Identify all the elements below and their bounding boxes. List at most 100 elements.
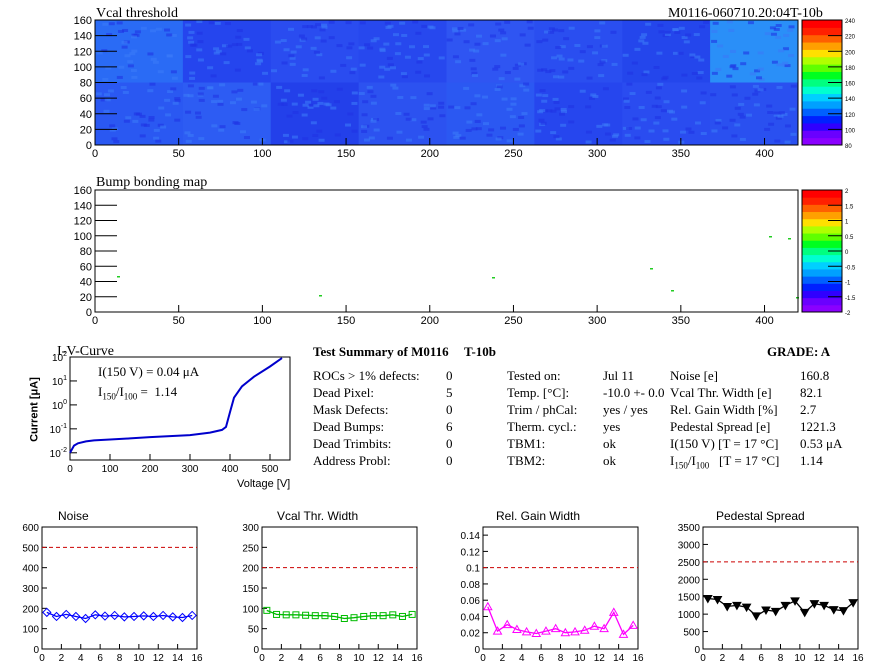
pedestal-plot-x-tick-label: 6 [758,653,764,664]
pixel-texture [691,72,698,76]
pixel-texture [510,102,517,106]
pixel-texture [197,58,204,62]
pixel-texture [568,120,575,124]
pixel-texture [469,58,476,62]
vcal-plot-x-tick-label: 10 [353,653,365,664]
pixel-texture [672,51,679,55]
pixel-texture [392,33,399,37]
pixel-texture [302,137,309,141]
pixel-texture [133,33,140,37]
pixel-texture [189,71,196,75]
pixel-texture [129,52,136,56]
pixel-texture [740,62,747,66]
pedestal-plot-point [780,601,791,611]
pixel-texture [222,44,229,48]
map1-y-tick-label: 160 [74,15,92,27]
map2-x-tick-label: 0 [92,315,98,327]
pixel-texture [747,21,754,25]
pixel-texture [350,67,357,71]
pixel-texture [121,40,128,44]
pixel-texture [554,107,561,111]
pixel-texture [213,51,220,55]
pixel-texture [130,35,137,39]
pixel-texture [373,37,380,41]
pixel-texture [421,125,428,129]
pixel-texture [197,92,204,96]
module-id: M0116-060710.20:04T-10b [668,6,823,21]
pixel-texture [167,90,174,94]
pixel-texture [122,90,129,94]
map2-y-tick-label: 160 [74,185,92,197]
pixel-texture [155,139,162,143]
pedestal-title: Pedestal Spread [716,509,805,523]
noise-plot-point [139,611,149,621]
vcal-plot-x-tick-label: 2 [279,653,285,664]
pixel-texture [160,125,167,129]
pixel-texture [166,33,173,37]
pixel-texture [519,84,526,88]
pixel-texture [634,47,641,51]
pixel-texture [224,22,231,26]
pixel-texture [127,60,134,64]
noise-plot-y-tick-label: 600 [22,523,39,534]
pixel-texture [234,121,241,125]
pixel-texture [100,98,107,102]
pixel-texture [284,89,291,93]
pixel-texture [298,34,305,38]
summary-right-value-4: 0.53 μA [800,436,843,451]
pedestal-plot-y-tick-label: 1500 [678,593,701,604]
iv-ratio-value: 1.14 [154,384,178,399]
pedestal-plot-point [848,599,859,608]
noise-plot-point [42,607,52,618]
pixel-texture [421,24,428,28]
roc-block [534,82,623,146]
pixel-texture [286,114,293,118]
pixel-texture [645,22,652,26]
pixel-texture [346,46,353,50]
noise-plot-y-tick-label: 100 [22,625,39,636]
pixel-texture [681,73,688,77]
pedestal-plot-x-tick-label: 4 [739,653,745,664]
pixel-texture [336,87,343,91]
pixel-texture [211,100,218,104]
pixel-texture [504,71,511,75]
pixel-texture [586,45,593,49]
map1-title: Vcal threshold [96,6,179,21]
pixel-texture [690,55,697,59]
pixel-texture [113,140,120,144]
pixel-texture [330,69,337,73]
pixel-texture [246,49,253,53]
pedestal-plot-x-tick-label: 14 [833,653,845,664]
pixel-texture [276,85,283,89]
pixel-texture [410,118,417,122]
pixel-texture [726,74,733,78]
pixel-texture [482,42,489,46]
pixel-texture [348,42,355,46]
summary-mid-value-3: yes [603,419,621,434]
pixel-texture [395,42,402,46]
pixel-texture [666,109,673,113]
pixel-texture [321,25,328,29]
pixel-texture [305,100,312,104]
gain-plot-point [599,623,609,633]
pixel-texture [323,102,330,106]
pixel-texture [754,89,761,93]
map1-scale-label: 200 [845,50,856,56]
pixel-texture [475,34,482,38]
pixel-texture [427,25,434,29]
pixel-texture [739,137,746,141]
pixel-texture [653,121,660,125]
pixel-texture [556,54,563,58]
map1-y-tick-label: 80 [80,78,92,90]
pixel-texture [172,101,179,105]
map1-scale-band [802,71,842,80]
pixel-texture [524,43,531,47]
pixel-texture [386,136,393,140]
pixel-texture [496,85,503,89]
gain-plot-point [589,621,600,630]
pixel-texture [753,103,760,107]
noise-plot-point [100,611,110,621]
gain-plot-y-tick-label: 0.14 [461,531,481,542]
pedestal-plot-x-tick-label: 2 [720,653,726,664]
map2-y-tick-label: 120 [74,216,92,228]
